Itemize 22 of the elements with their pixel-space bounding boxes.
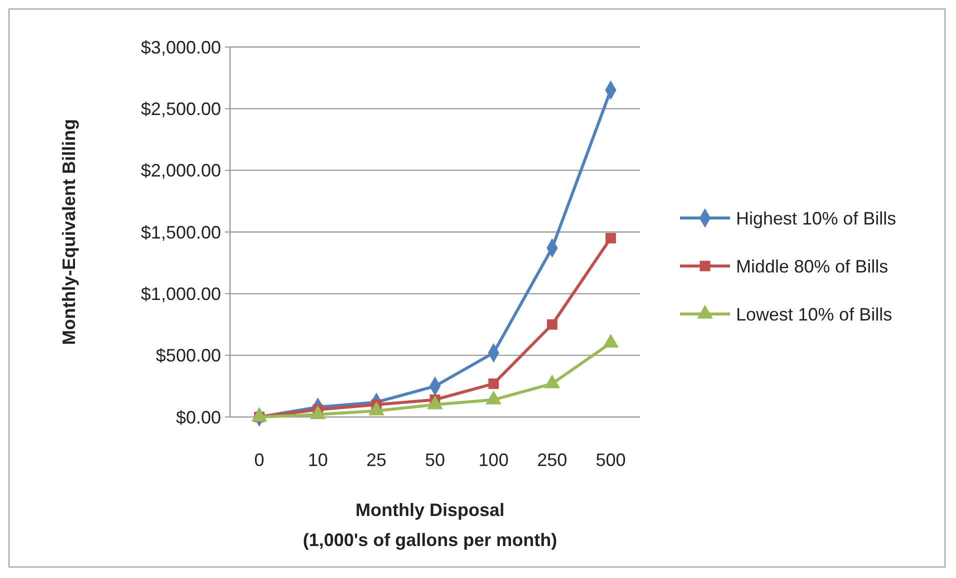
legend-label: Highest 10% of Bills xyxy=(736,208,896,228)
x-tick-label: 250 xyxy=(537,450,568,470)
y-tick-label: $1,000.00 xyxy=(140,284,221,304)
point xyxy=(605,232,616,244)
y-tick-label: $2,000.00 xyxy=(140,160,221,181)
y-tick-label: $1,500.00 xyxy=(140,222,221,242)
point xyxy=(546,319,558,330)
x-tick-label: 0 xyxy=(254,450,264,470)
y-axis-title: Monthly-Equivalent Billing xyxy=(59,119,79,345)
x-tick-label: 100 xyxy=(478,450,509,470)
x-tick-label: 50 xyxy=(424,450,446,470)
y-tick-label: $2,500.00 xyxy=(140,98,221,119)
legend-label: Lowest 10% of Bills xyxy=(736,304,892,324)
x-axis-title: Monthly Disposal (1,000's of gallons per month) xyxy=(302,500,558,550)
y-tick-label: $0.00 xyxy=(176,407,221,428)
x-tick-label: 10 xyxy=(308,450,328,470)
y-tick-label: $500.00 xyxy=(156,346,221,366)
legend-label: Middle 80% of Bills xyxy=(736,256,888,276)
point xyxy=(488,378,499,389)
x-tick-label: 500 xyxy=(596,450,626,470)
y-tick-label: $3,000.00 xyxy=(140,37,221,58)
x-tick-label: 25 xyxy=(366,450,386,470)
